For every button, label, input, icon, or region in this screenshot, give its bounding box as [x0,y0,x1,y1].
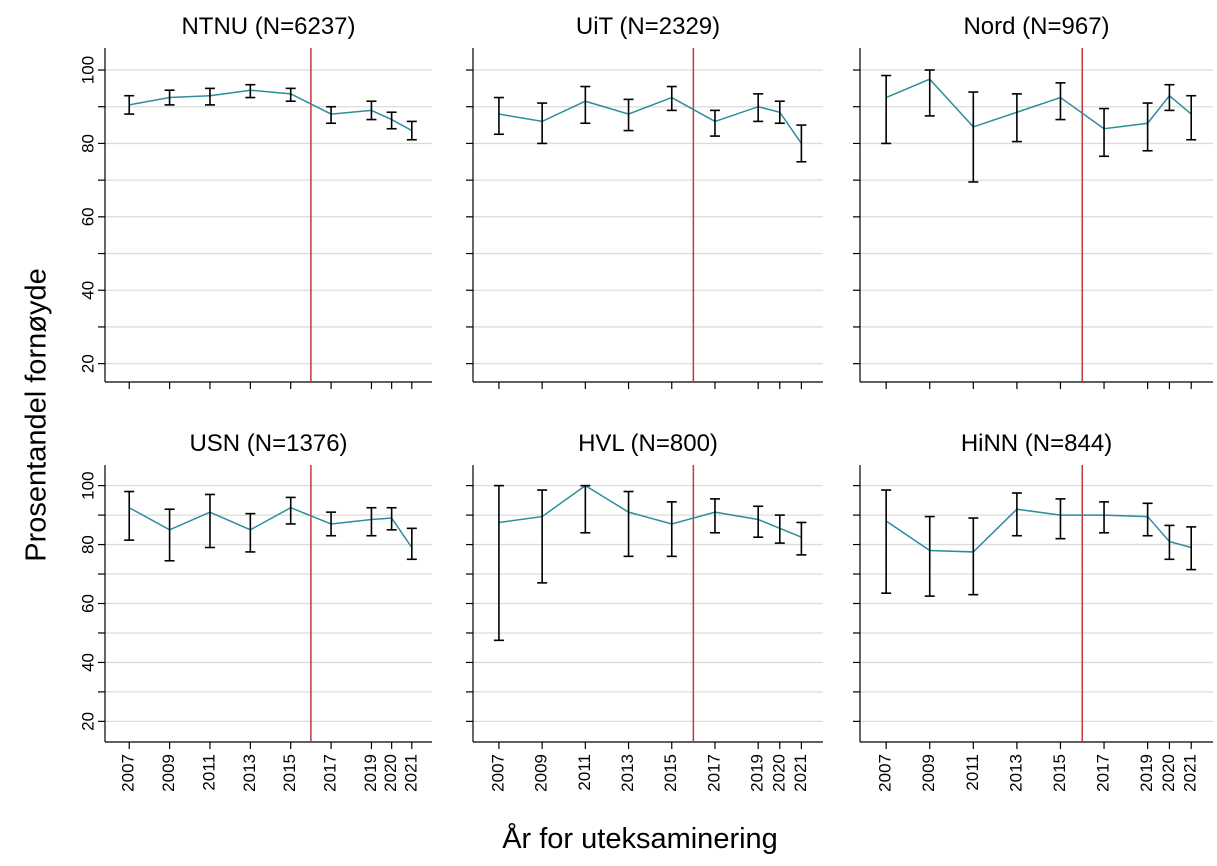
x-tick-label: 2007 [876,754,895,792]
data-line [129,89,413,132]
x-tick-label: 2011 [963,754,982,791]
y-tick-label: 100 [78,471,97,499]
y-tick-label: 40 [78,281,97,300]
x-tick-label: 2009 [919,754,938,792]
y-tick-label: 100 [78,56,97,84]
y-tick-label: 20 [78,712,97,731]
x-tick-label: 2017 [321,754,340,792]
x-tick-label: 2017 [1094,754,1113,792]
x-tick-label: 2021 [401,754,420,792]
x-tick-label: 2011 [199,754,218,791]
panel-title: HiNN (N=844) [961,430,1112,457]
x-tick-label: 2015 [1050,754,1069,792]
x-tick-label: 2013 [1006,754,1025,792]
x-tick-label: 2013 [240,754,259,792]
x-tick-label: 2009 [159,754,178,792]
x-tick-label: 2009 [532,754,551,792]
x-tick-label: 2019 [1137,754,1156,792]
data-line [885,78,1192,130]
data-line [498,484,802,538]
x-axis-title: År for uteksaminering [502,822,778,855]
data-line [498,96,803,144]
x-tick-label: 2011 [575,754,594,791]
panel-title: Nord (N=967) [963,13,1109,40]
x-tick-label: 2020 [381,754,400,792]
x-tick-label: 2013 [618,754,637,792]
y-tick-label: 60 [78,594,97,613]
panel-title: USN (N=1376) [189,430,347,457]
y-tick-label: 80 [78,134,97,153]
x-tick-label: 2007 [119,754,138,792]
x-tick-label: 2020 [1159,754,1178,792]
y-tick-label: 80 [78,535,97,554]
x-tick-label: 2021 [791,754,810,792]
y-tick-label: 40 [78,653,97,672]
x-tick-label: 2019 [748,754,767,792]
panel-title: NTNU (N=6237) [181,13,355,40]
x-tick-label: 2015 [280,754,299,792]
x-tick-label: 2019 [361,754,380,792]
y-tick-label: 20 [78,354,97,373]
x-tick-label: 2021 [1181,754,1200,792]
data-line [128,506,413,548]
panel-title: UiT (N=2329) [576,13,720,40]
y-axis-title: Prosentandel fornøyde [21,268,53,561]
x-tick-label: 2017 [704,754,723,792]
x-tick-label: 2020 [769,754,788,792]
y-tick-label: 60 [78,207,97,226]
panel-title: HVL (N=800) [578,430,718,457]
x-tick-label: 2015 [661,754,680,792]
x-tick-label: 2007 [488,754,507,792]
